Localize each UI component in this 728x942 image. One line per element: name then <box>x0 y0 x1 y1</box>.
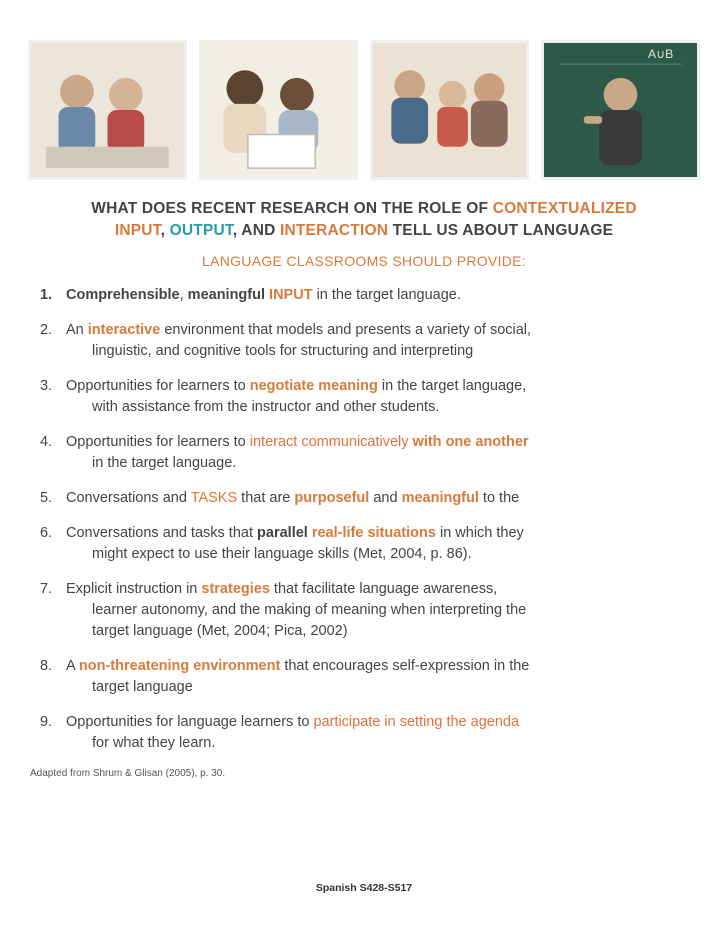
text-cont: with assistance from the instructor and … <box>66 397 690 418</box>
list-item: 3. Opportunities for learners to negotia… <box>38 376 690 418</box>
highlight-strategies: strategies <box>201 581 270 597</box>
citation: Adapted from Shrum & Glisan (2005), p. 3… <box>28 768 700 779</box>
heading-text: WHAT DOES RECENT RESEARCH ON THE ROLE OF <box>91 200 492 217</box>
item-body: Opportunities for language learners to p… <box>66 712 690 754</box>
footer-course-code: Spanish S428-S517 <box>0 882 728 894</box>
principles-list: 1. Comprehensible, meaningful INPUT in t… <box>28 285 700 754</box>
item-number: 7. <box>38 579 66 642</box>
list-item: 1. Comprehensible, meaningful INPUT in t… <box>38 285 690 306</box>
heading-highlight-contextualized: CONTEXTUALIZED <box>493 200 637 217</box>
heading-highlight-interaction: INTERACTION <box>280 222 388 239</box>
text: in which they <box>436 525 524 541</box>
text: , <box>180 287 188 303</box>
heading-block: WHAT DOES RECENT RESEARCH ON THE ROLE OF… <box>46 198 682 243</box>
highlight-interact: interact communicatively <box>250 434 413 450</box>
text: to the <box>479 490 519 506</box>
highlight-input: INPUT <box>269 287 313 303</box>
list-item: 5. Conversations and TASKS that are purp… <box>38 488 690 509</box>
item-number: 4. <box>38 432 66 474</box>
subheading: LANGUAGE CLASSROOMS SHOULD PROVIDE: <box>28 253 700 269</box>
photo-teacher-chalkboard: A∪B <box>541 40 700 180</box>
text-cont: might expect to use their language skill… <box>66 544 690 565</box>
text: in the target language. <box>313 287 461 303</box>
photo-children-reading <box>199 40 358 180</box>
text: Conversations and <box>66 490 191 506</box>
heading-highlight-output: OUTPUT <box>170 222 233 239</box>
text-cont: target language <box>66 677 690 698</box>
list-item: 7. Explicit instruction in strategies th… <box>38 579 690 642</box>
heading-text: TELL US ABOUT LANGUAGE <box>388 222 613 239</box>
text: that facilitate language awareness, <box>270 581 497 597</box>
heading-line-1: WHAT DOES RECENT RESEARCH ON THE ROLE OF… <box>46 198 682 220</box>
text-bold: Comprehensible <box>66 287 180 303</box>
list-item: 9. Opportunities for language learners t… <box>38 712 690 754</box>
text-bold: parallel <box>257 525 312 541</box>
text: environment that models and presents a v… <box>160 322 531 338</box>
text: that encourages self-expression in the <box>280 658 529 674</box>
text: Opportunities for learners to <box>66 434 250 450</box>
heading-text: , <box>161 222 170 239</box>
text: Explicit instruction in <box>66 581 201 597</box>
item-number: 5. <box>38 488 66 509</box>
highlight-negotiate: negotiate meaning <box>250 378 378 394</box>
svg-text:A∪B: A∪B <box>648 47 673 61</box>
text-cont: target language (Met, 2004; Pica, 2002) <box>66 621 690 642</box>
item-body: Explicit instruction in strategies that … <box>66 579 690 642</box>
highlight-meaningful: meaningful <box>402 490 479 506</box>
text-cont: in the target language. <box>66 453 690 474</box>
item-body: Comprehensible, meaningful INPUT in the … <box>66 285 690 306</box>
text: Opportunities for language learners to <box>66 714 313 730</box>
item-number: 3. <box>38 376 66 418</box>
text-bold: meaningful <box>188 287 265 303</box>
text: An <box>66 322 88 338</box>
item-number: 2. <box>38 320 66 362</box>
text: A <box>66 658 79 674</box>
list-item: 6. Conversations and tasks that parallel… <box>38 523 690 565</box>
text-cont: learner autonomy, and the making of mean… <box>66 600 690 621</box>
highlight-one-another: with one another <box>413 434 529 450</box>
text-cont: for what they learn. <box>66 733 690 754</box>
item-body: Opportunities for learners to interact c… <box>66 432 690 474</box>
page: A∪B WHAT DOES RECENT RESEARCH ON THE ROL… <box>0 0 728 779</box>
photo-family-activity <box>370 40 529 180</box>
text: Opportunities for learners to <box>66 378 250 394</box>
list-item: 4. Opportunities for learners to interac… <box>38 432 690 474</box>
list-item: 2. An interactive environment that model… <box>38 320 690 362</box>
photo-study-group <box>28 40 187 180</box>
highlight-interactive: interactive <box>88 322 161 338</box>
item-number: 1. <box>38 285 66 306</box>
highlight-real-life: real-life situations <box>312 525 436 541</box>
highlight-non-threatening: non-threatening environment <box>79 658 280 674</box>
heading-highlight-input: INPUT <box>115 222 161 239</box>
text-cont: linguistic, and cognitive tools for stru… <box>66 341 690 362</box>
text: and <box>369 490 401 506</box>
item-number: 6. <box>38 523 66 565</box>
item-number: 9. <box>38 712 66 754</box>
highlight-purposeful: purposeful <box>294 490 369 506</box>
heading-line-2: INPUT, OUTPUT, AND INTERACTION TELL US A… <box>46 220 682 242</box>
text: in the target language, <box>378 378 526 394</box>
list-item: 8. A non-threatening environment that en… <box>38 656 690 698</box>
text: Conversations and tasks that <box>66 525 257 541</box>
item-body: Conversations and tasks that parallel re… <box>66 523 690 565</box>
highlight-tasks: TASKS <box>191 490 237 506</box>
item-body: A non-threatening environment that encou… <box>66 656 690 698</box>
highlight-participate: participate in setting the agenda <box>313 714 519 730</box>
heading-text: , AND <box>233 222 280 239</box>
item-number: 8. <box>38 656 66 698</box>
text: that are <box>237 490 294 506</box>
photo-row: A∪B <box>28 40 700 180</box>
item-body: Opportunities for learners to negotiate … <box>66 376 690 418</box>
item-body: Conversations and TASKS that are purpose… <box>66 488 690 509</box>
item-body: An interactive environment that models a… <box>66 320 690 362</box>
